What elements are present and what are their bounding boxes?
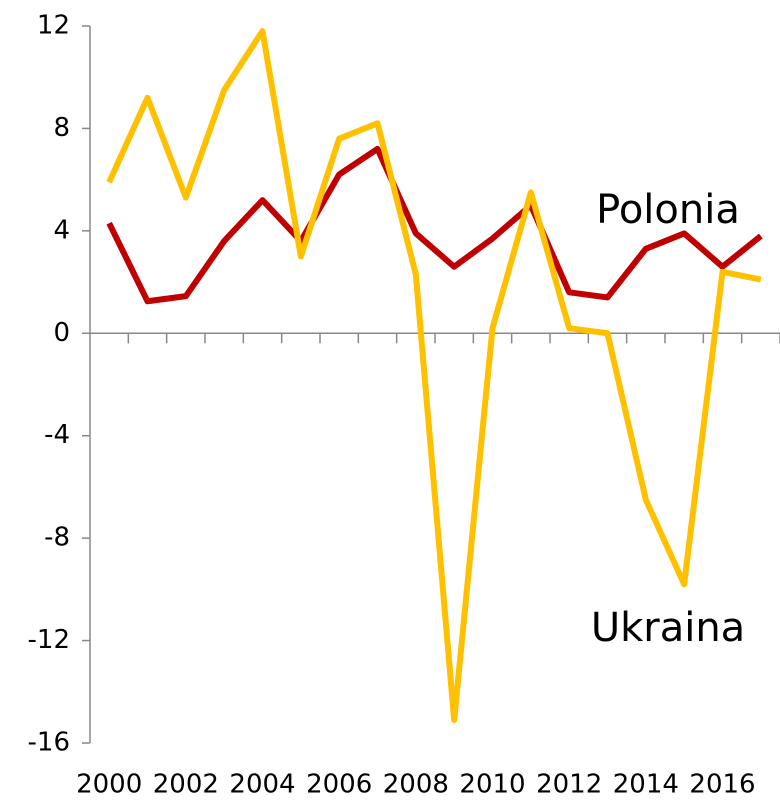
x-tick-label: 2004 (229, 770, 295, 800)
y-tick-label: -16 (28, 728, 70, 758)
y-tick-label: 0 (53, 318, 70, 348)
series-line (106, 28, 762, 723)
y-tick-label: 12 (37, 11, 70, 41)
x-tick-label: 2016 (689, 770, 755, 800)
x-tick-label: 2008 (383, 770, 449, 800)
series-line (106, 145, 763, 305)
y-tick-label: 4 (53, 215, 70, 245)
y-tick-label: -12 (28, 625, 70, 655)
series-label: Polonia (596, 187, 740, 233)
x-tick-label: 2000 (76, 770, 142, 800)
x-tick-label: 2006 (306, 770, 372, 800)
series-label: Ukraina (591, 605, 745, 651)
y-tick-label: -8 (44, 523, 70, 553)
x-tick-label: 2010 (459, 770, 525, 800)
x-tick-label: 2002 (153, 770, 219, 800)
x-tick-label: 2014 (613, 770, 679, 800)
y-tick-label: -4 (44, 420, 70, 450)
x-tick-label: 2012 (536, 770, 602, 800)
y-tick-label: 8 (53, 113, 70, 143)
